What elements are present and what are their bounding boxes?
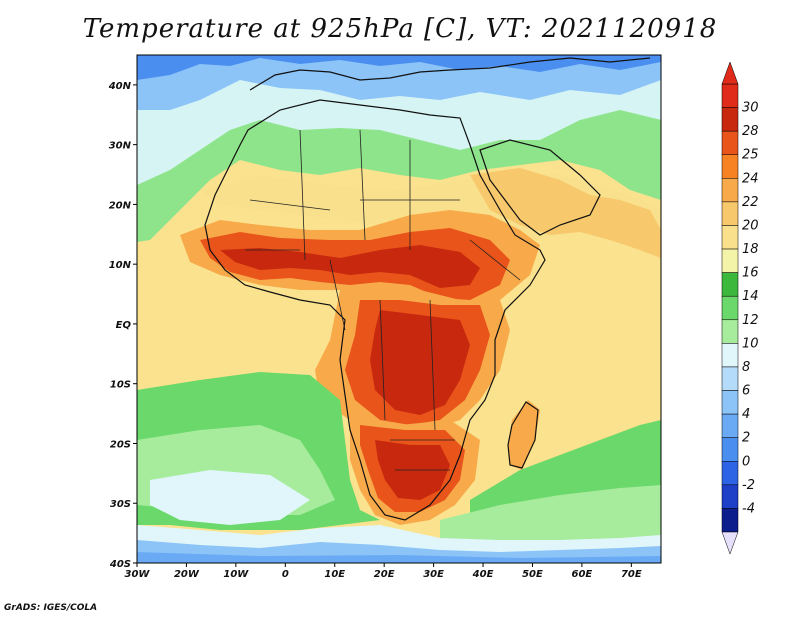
- colorbar-level-label: 28: [742, 124, 759, 139]
- colorbar-level-label: 2: [742, 431, 750, 446]
- colorbar-min-arrow: [721, 531, 739, 555]
- field-indian-light: [440, 485, 661, 540]
- y-axis: 40N 30N 20N 10N EQ 10S 20S 30S 40S: [108, 81, 137, 570]
- y-tick-label: 40S: [109, 559, 131, 570]
- colorbar-swatch: [721, 437, 739, 462]
- y-tick-label: EQ: [116, 320, 132, 331]
- field-arabia-orange: [470, 168, 661, 258]
- colorbar-level-label: -2: [742, 478, 755, 493]
- y-tick-label: 30N: [109, 141, 132, 152]
- colorbar-level-label: 24: [742, 171, 759, 186]
- field-sahel-darkred: [220, 245, 480, 288]
- x-tick-label: 30E: [423, 569, 444, 580]
- africa-coastline: [204, 99, 546, 521]
- x-tick-label: 30W: [125, 569, 151, 580]
- colorbar-level-label: 12: [742, 313, 759, 328]
- colorbar-max-arrow: [721, 61, 739, 85]
- colorbar-swatch: [721, 484, 739, 509]
- y-tick-label: 30S: [110, 499, 131, 510]
- x-tick-label: 60E: [572, 569, 593, 580]
- colorbar-level-label: -4: [742, 501, 755, 516]
- colorbar-swatch: [721, 413, 739, 438]
- colorbar-swatch: [721, 295, 739, 321]
- field-congo-darkred: [370, 310, 470, 415]
- y-tick-label: 40N: [108, 81, 132, 92]
- y-tick-label: 20S: [110, 439, 131, 450]
- colorbar-swatch: [721, 508, 739, 533]
- x-tick-label: 70E: [621, 569, 642, 580]
- colorbar-level-label: 0: [742, 454, 750, 469]
- colorbar-swatch: [721, 83, 739, 108]
- field-satlantic-pale: [150, 470, 310, 525]
- x-tick-label: 0: [282, 569, 289, 580]
- colorbar-swatch: [721, 154, 739, 179]
- colorbar-level-label: 10: [742, 336, 759, 351]
- colorbar-swatch: [721, 319, 739, 344]
- y-tick-label: 10S: [110, 380, 131, 391]
- colorbar-level-label: 6: [742, 384, 750, 399]
- field-southern-darkblue: [137, 552, 661, 563]
- colorbar-level-label: 4: [742, 407, 750, 422]
- footer-credit: GrADS: IGES/COLA: [4, 603, 98, 613]
- y-tick-label: 10N: [109, 260, 132, 271]
- colorbar-swatch: [721, 248, 739, 273]
- colorbar-swatch: [721, 225, 739, 250]
- arabia-coastline: [479, 139, 601, 236]
- colorbar-level-label: 22: [742, 195, 759, 210]
- x-axis: 30W 20W 10W 0 10E 20E 30E 40E 50E 60E 70E: [125, 563, 642, 580]
- colorbar-swatch: [721, 390, 739, 415]
- x-tick-label: 20E: [374, 569, 395, 580]
- colorbar-swatch: [721, 130, 739, 155]
- x-tick-label: 10W: [223, 569, 249, 580]
- colorbar-level-label: 20: [742, 218, 759, 233]
- y-tick-label: 20N: [109, 200, 132, 211]
- colorbar-level-label: 18: [742, 242, 759, 257]
- colorbar-level-label: 30: [742, 101, 759, 116]
- x-tick-label: 20W: [174, 569, 200, 580]
- plot-frame: [136, 54, 662, 564]
- colorbar-swatch: [721, 272, 739, 297]
- x-tick-label: 50E: [522, 569, 543, 580]
- colorbar-level-label: 8: [742, 360, 750, 375]
- madagascar-coastline: [507, 401, 539, 469]
- europe-coastline: [249, 57, 651, 91]
- colorbar-swatch: [721, 178, 739, 203]
- country-borders: [245, 129, 521, 471]
- colorbar-swatch: [721, 201, 739, 226]
- colorbar-swatch: [721, 461, 739, 486]
- colorbar-level-label: 16: [742, 266, 759, 281]
- colorbar-swatch: [721, 366, 739, 391]
- field-north-darkblue: [137, 55, 661, 80]
- colorbar-level-label: 14: [742, 289, 759, 304]
- x-tick-label: 40E: [472, 569, 494, 580]
- colorbar-swatch: [721, 107, 739, 132]
- colorbar-level-label: 25: [742, 148, 759, 163]
- colorbar-swatch: [721, 343, 739, 368]
- x-tick-label: 10E: [324, 569, 345, 580]
- chart-title: Temperature at 925hPa [C], VT: 202112091…: [82, 14, 718, 44]
